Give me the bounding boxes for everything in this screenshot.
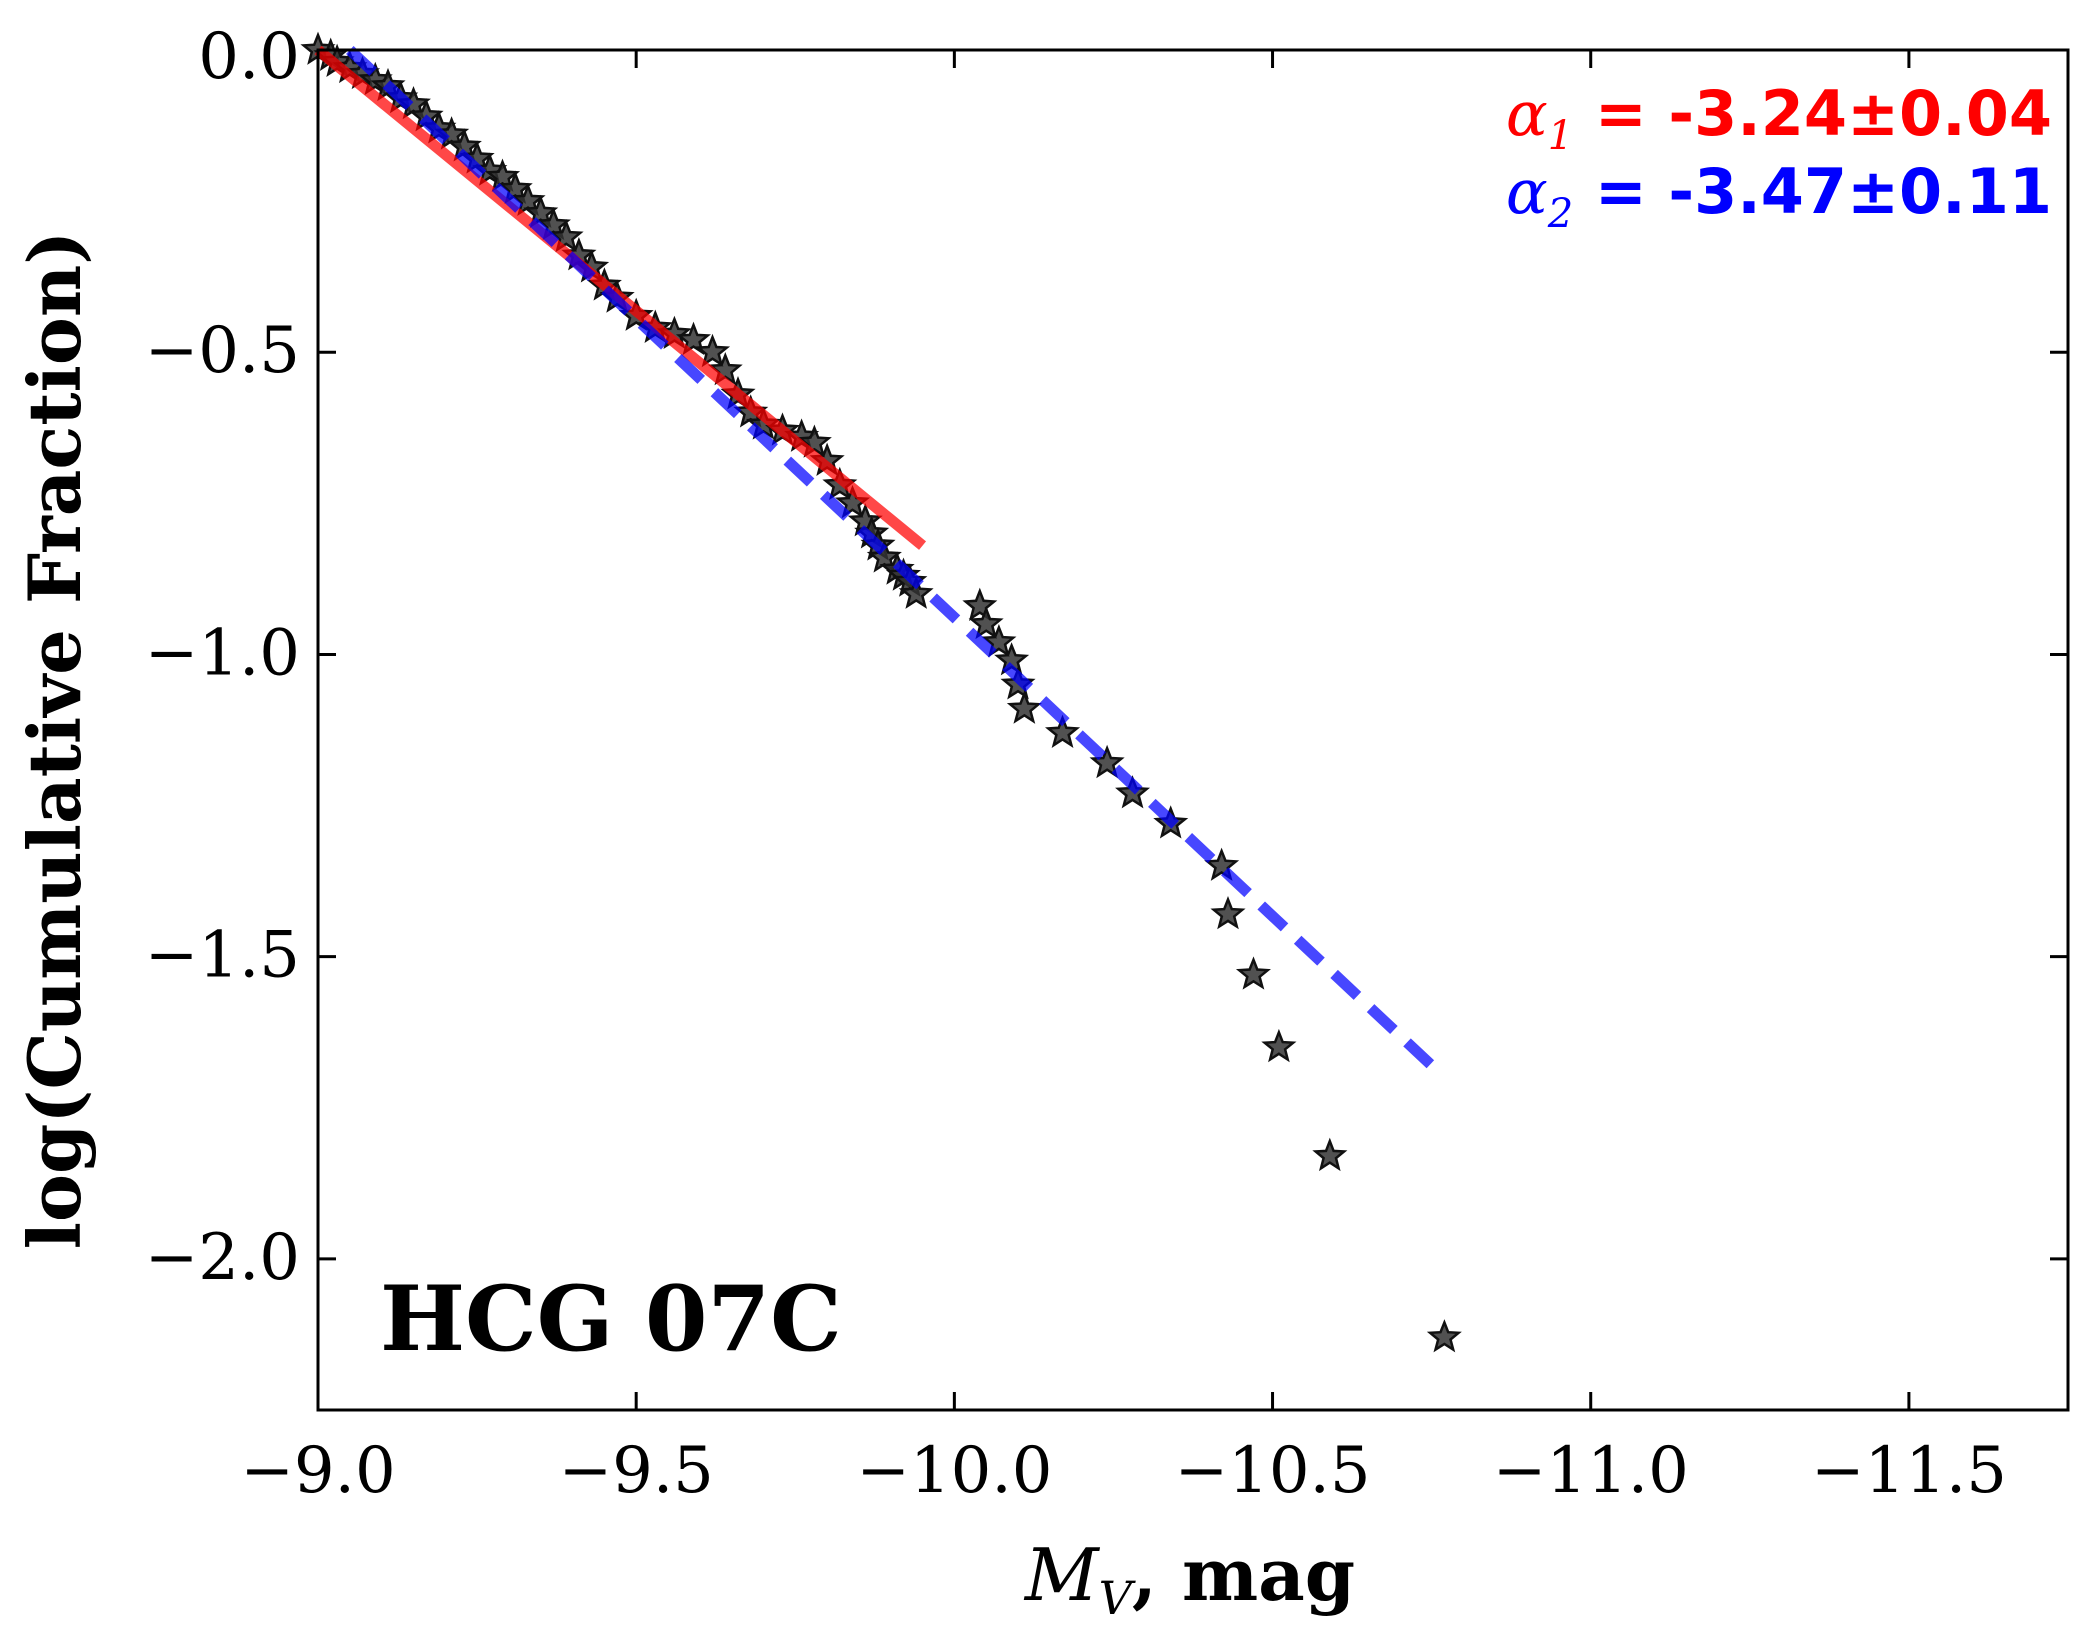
axes bbox=[316, 48, 2070, 1412]
data-point-star bbox=[968, 605, 1004, 640]
fit-label-alpha-1: α1 = -3.24±0.04 bbox=[1506, 77, 2052, 159]
x-tick-label: −9.0 bbox=[240, 1434, 395, 1508]
data-point-star bbox=[1089, 744, 1125, 779]
alpha-symbol: α bbox=[1506, 77, 1548, 150]
data-point-star bbox=[1045, 714, 1081, 749]
x-tick-label: −11.0 bbox=[1493, 1434, 1689, 1508]
annotation-label: HCG 07C bbox=[380, 1266, 842, 1372]
x-tick-label: −10.5 bbox=[1174, 1434, 1370, 1508]
data-point-star bbox=[1312, 1137, 1348, 1172]
plot-frame bbox=[316, 48, 2070, 1412]
data-point-star bbox=[962, 587, 998, 621]
fit-lines bbox=[314, 45, 1436, 1070]
x-axis-label: MV, mag bbox=[1023, 1532, 1355, 1625]
data-point-star bbox=[981, 623, 1017, 658]
data-point-star bbox=[1210, 895, 1246, 930]
x-tick-label: −11.5 bbox=[1811, 1434, 2007, 1508]
y-tick-label: −2.0 bbox=[145, 1221, 300, 1295]
data-point-star bbox=[1006, 690, 1042, 724]
data-point-star bbox=[548, 218, 584, 253]
data-point-star bbox=[1426, 1319, 1462, 1353]
data-point-star bbox=[675, 321, 711, 356]
fit-label-alpha-2: α2 = -3.47±0.11 bbox=[1506, 155, 2052, 237]
y-tick-label: 0.0 bbox=[198, 20, 300, 94]
y-tick-label: −1.0 bbox=[145, 616, 300, 690]
x-tick-label: −10.0 bbox=[856, 1434, 1052, 1508]
data-point-star bbox=[898, 575, 934, 609]
data-point-star bbox=[796, 424, 832, 458]
fit-value-text: = -3.47±0.11 bbox=[1573, 155, 2052, 228]
alpha-subscript: 2 bbox=[1547, 191, 1573, 237]
data-point-star bbox=[1261, 1028, 1297, 1063]
x-tick-label: −9.5 bbox=[558, 1434, 713, 1508]
data-point-star bbox=[695, 333, 731, 368]
data-point-star bbox=[1204, 847, 1240, 881]
y-axis-label: log(Cumulative Fraction) bbox=[12, 231, 97, 1250]
y-tick-label: −0.5 bbox=[145, 314, 300, 388]
alpha-symbol: α bbox=[1506, 155, 1548, 228]
alpha-subscript: 1 bbox=[1548, 113, 1573, 159]
tick-labels: −9.0 −9.5 −10.0 −10.5 −11.0 −11.5 0.0 −0.5 −1.0 −… bbox=[145, 20, 2007, 1508]
data-point-star bbox=[1235, 956, 1271, 990]
y-tick-label: −1.5 bbox=[145, 919, 300, 993]
scatter-series bbox=[300, 31, 1462, 1353]
fit-value-text: = -3.24±0.04 bbox=[1573, 77, 2052, 150]
